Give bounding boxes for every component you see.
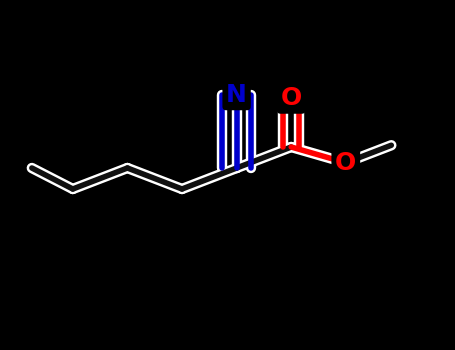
Text: N: N <box>226 83 247 106</box>
Text: O: O <box>335 151 356 175</box>
Text: O: O <box>281 86 302 110</box>
